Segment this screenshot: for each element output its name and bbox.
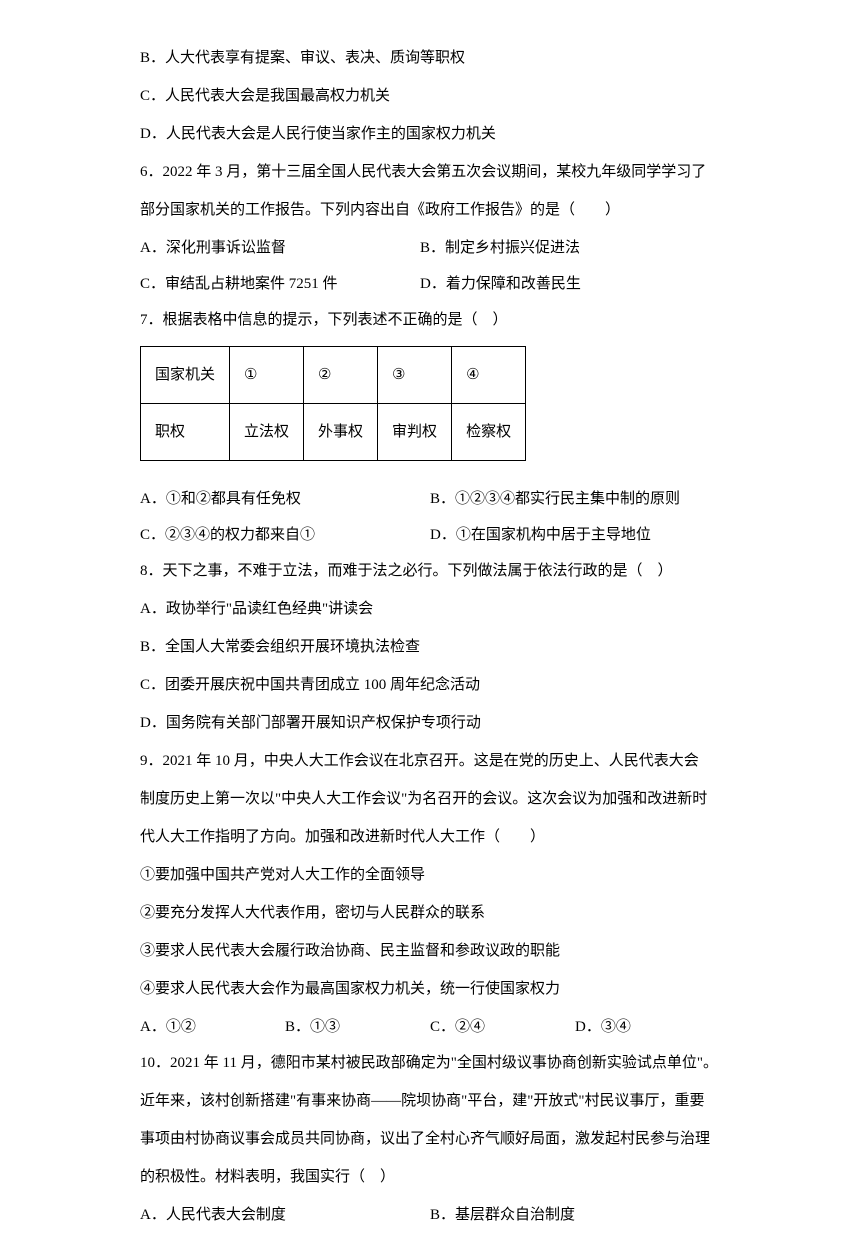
q9-option-b: B．①③ (285, 1009, 430, 1045)
q8-stem: 8．天下之事，不难于立法，而难于法之必行。下列做法属于依法行政的是（ ） (140, 553, 740, 589)
table-cell: 检察权 (452, 404, 526, 461)
q8-option-c: C．团委开展庆祝中国共青团成立 100 周年纪念活动 (140, 667, 740, 703)
table-cell: 职权 (141, 404, 230, 461)
q7-options-row1: A．①和②都具有任免权 B．①②③④都实行民主集中制的原则 (140, 481, 740, 517)
table-cell: 审判权 (378, 404, 452, 461)
q5-option-b: B．人大代表享有提案、审议、表决、质询等职权 (140, 40, 740, 76)
q9-stem-line3: 代人大工作指明了方向。加强和改进新时代人大工作（ ） (140, 819, 740, 855)
q10-stem-line1: 10．2021 年 11 月，德阳市某村被民政部确定为"全国村级议事协商创新实验… (140, 1045, 740, 1081)
q10-stem-line2: 近年来，该村创新搭建"有事来协商——院坝协商"平台，建"开放式"村民议事厅，重要 (140, 1083, 740, 1119)
q7-option-d: D．①在国家机构中居于主导地位 (430, 517, 720, 553)
table-row: 国家机关 ① ② ③ ④ (141, 347, 526, 404)
q8-option-d: D．国务院有关部门部署开展知识产权保护专项行动 (140, 705, 740, 741)
q9-stem-line2: 制度历史上第一次以"中央人大工作会议"为名召开的会议。这次会议为加强和改进新时 (140, 781, 740, 817)
q5-option-c: C．人民代表大会是我国最高权力机关 (140, 78, 740, 114)
q10-options-row1: A．人民代表大会制度 B．基层群众自治制度 (140, 1197, 740, 1233)
q9-stem-line1: 9．2021 年 10 月，中央人大工作会议在北京召开。这是在党的历史上、人民代… (140, 743, 740, 779)
table-cell: ① (230, 347, 304, 404)
q7-option-a: A．①和②都具有任免权 (140, 481, 430, 517)
q8-option-a: A．政协举行"品读红色经典"讲读会 (140, 591, 740, 627)
q6-option-d: D．着力保障和改善民生 (420, 266, 740, 302)
q6-options-row1: A．深化刑事诉讼监督 B．制定乡村振兴促进法 (140, 230, 740, 266)
q7-option-c: C．②③④的权力都来自① (140, 517, 430, 553)
q9-statement-4: ④要求人民代表大会作为最高国家权力机关，统一行使国家权力 (140, 971, 740, 1007)
q10-option-b: B．基层群众自治制度 (430, 1197, 720, 1233)
q6-options-row2: C．审结乱占耕地案件 7251 件 D．着力保障和改善民生 (140, 266, 740, 302)
q6-option-a: A．深化刑事诉讼监督 (140, 230, 420, 266)
table-row: 职权 立法权 外事权 审判权 检察权 (141, 404, 526, 461)
q7-table: 国家机关 ① ② ③ ④ 职权 立法权 外事权 审判权 检察权 (140, 346, 526, 461)
q7-stem: 7．根据表格中信息的提示，下列表述不正确的是（ ） (140, 302, 740, 338)
q8-option-b: B．全国人大常委会组织开展环境执法检查 (140, 629, 740, 665)
q9-statement-1: ①要加强中国共产党对人大工作的全面领导 (140, 857, 740, 893)
table-cell: ② (304, 347, 378, 404)
table-cell: 国家机关 (141, 347, 230, 404)
q10-stem-line3: 事项由村协商议事会成员共同协商，议出了全村心齐气顺好局面，激发起村民参与治理 (140, 1121, 740, 1157)
q9-option-c: C．②④ (430, 1009, 575, 1045)
q6-stem-line2: 部分国家机关的工作报告。下列内容出自《政府工作报告》的是（ ） (140, 192, 740, 228)
q9-statement-3: ③要求人民代表大会履行政治协商、民主监督和参政议政的职能 (140, 933, 740, 969)
q7-options-row2: C．②③④的权力都来自① D．①在国家机构中居于主导地位 (140, 517, 740, 553)
q9-option-d: D．③④ (575, 1009, 720, 1045)
q9-statement-2: ②要充分发挥人大代表作用，密切与人民群众的联系 (140, 895, 740, 931)
table-cell: ④ (452, 347, 526, 404)
q6-stem-line1: 6．2022 年 3 月，第十三届全国人民代表大会第五次会议期间，某校九年级同学… (140, 154, 740, 190)
q6-option-b: B．制定乡村振兴促进法 (420, 230, 740, 266)
q10-option-a: A．人民代表大会制度 (140, 1197, 430, 1233)
q5-option-d: D．人民代表大会是人民行使当家作主的国家权力机关 (140, 116, 740, 152)
q9-options-row: A．①② B．①③ C．②④ D．③④ (140, 1009, 740, 1045)
q6-option-c: C．审结乱占耕地案件 7251 件 (140, 266, 420, 302)
q7-option-b: B．①②③④都实行民主集中制的原则 (430, 481, 720, 517)
table-cell: 立法权 (230, 404, 304, 461)
q9-option-a: A．①② (140, 1009, 285, 1045)
table-cell: ③ (378, 347, 452, 404)
q10-stem-line4: 的积极性。材料表明，我国实行（ ） (140, 1159, 740, 1195)
table-cell: 外事权 (304, 404, 378, 461)
